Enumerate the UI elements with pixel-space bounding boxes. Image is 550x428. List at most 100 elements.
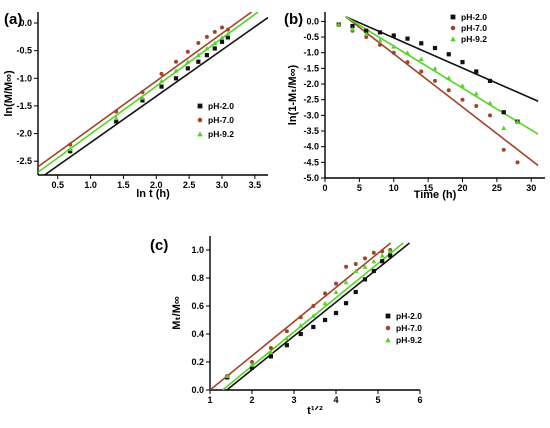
panel-b-y-axis-title: ln(1-Mₜ/M∞) (287, 64, 299, 125)
panel-c-x-tick-label: 1 (207, 395, 212, 405)
panel-b-data-point (515, 119, 520, 124)
panel-a-label: (a) (4, 11, 22, 28)
panel-b-x-axis-title: Time (h) (414, 189, 457, 201)
panel-c-data-point (311, 324, 316, 330)
panel-c-data-point (371, 250, 376, 255)
panel-a-data-point (196, 59, 201, 64)
panel-b-y-tick-label: 0.0 (306, 16, 319, 26)
panel-b-data-point (474, 69, 479, 74)
panel-b-data-point (501, 110, 506, 115)
panel-a-data-point (159, 71, 164, 76)
panel-b-x-tick-label: 10 (389, 183, 399, 193)
panel-c-x-tick-label: 4 (333, 395, 338, 405)
panel-b-y-tick-label: -4.5 (303, 157, 319, 167)
panel-b-data-point (405, 36, 410, 41)
panel-c-data-point (249, 362, 255, 367)
panel-c-data-point (268, 354, 273, 359)
panel-c-legend-label: pH-9.2 (396, 335, 422, 345)
panel-c-data-point (310, 313, 316, 318)
panel-a-data-point (219, 35, 225, 40)
panel-c-data-point (362, 256, 367, 261)
panel-b-data-point (377, 30, 383, 35)
panel-b-y-tick-label: -1.5 (303, 63, 319, 73)
panel-b-y-tick-label: -4.0 (303, 142, 319, 152)
panel-c-data-point (379, 253, 385, 258)
panel-c-data-point (344, 264, 349, 269)
panel-c-x-tick-label: 3 (291, 395, 296, 405)
panel-c-data-point (388, 253, 393, 258)
panel-b-data-point (487, 78, 493, 84)
panel-a-data-point (212, 46, 217, 51)
panel-b-data-point (446, 75, 452, 80)
panel-b-data-point (350, 23, 355, 29)
panel-c-data-point (353, 289, 358, 295)
panel-b-data-point (350, 26, 355, 32)
panel-a-data-point (114, 119, 119, 124)
panel-b-legend-label: pH-7.0 (461, 23, 487, 33)
panel-a-legend-label: pH-7.0 (208, 115, 234, 125)
panel-a-x-tick-label: 1.5 (117, 180, 130, 190)
panel-b-data-point (501, 147, 506, 152)
panel-c-legend-marker (385, 325, 391, 331)
panel-c-data-point (268, 346, 273, 350)
panel-a-data-point (113, 115, 119, 121)
panel-b-data-point (363, 31, 369, 36)
panel-c-data-point (380, 259, 385, 264)
panel-b-legend: pH-2.0pH-7.0pH-9.2 (450, 12, 487, 44)
panel-a-data-point (140, 90, 145, 95)
panel-b-data-point (405, 60, 410, 65)
panel-a-data-point (195, 52, 201, 58)
panel-c-data-point (249, 365, 255, 370)
panel-b-fit-line-ph-9.2 (345, 16, 539, 135)
panel-a-data-point (159, 78, 164, 84)
panel-b-data-point (336, 22, 342, 27)
panel-a-data-point (225, 35, 231, 40)
panel-c-data-point (298, 323, 304, 328)
panel-c-plot-area (210, 242, 411, 390)
panel-c-data-point (362, 277, 368, 282)
panel-a-x-tick-label: 0.5 (51, 180, 64, 190)
panel-b-data-point (501, 125, 507, 130)
panel-c-data-point (371, 268, 376, 274)
panel-c-data-point (298, 331, 303, 337)
panel-c-y-tick-label: 0.6 (191, 301, 204, 311)
panel-b-legend-marker (450, 14, 456, 20)
panel-a-plot-area (38, 12, 268, 175)
panel-c-data-point (333, 289, 339, 295)
panel-c-data-point (380, 249, 385, 254)
panel-a-fit-line-ph-7.0 (38, 12, 253, 168)
panel-a-data-point (185, 49, 190, 54)
panel-c-data-point (284, 343, 289, 348)
panel-c-data-point (268, 349, 274, 355)
panel-a-data-point (68, 142, 73, 147)
panel-a-x-tick-label: 2.5 (183, 180, 196, 190)
panel-c-legend-label: pH-7.0 (396, 323, 422, 333)
panel-a-data-point (185, 66, 190, 71)
panel-c-data-point (387, 248, 393, 254)
panel-b-data-point (378, 42, 382, 47)
panel-a-data-point (159, 84, 164, 89)
panel-a-data-point (204, 46, 210, 51)
panel-a-legend-label: pH-9.2 (208, 129, 234, 139)
panel-c-data-point (353, 262, 358, 266)
panel-c-x-axis-title: t¹ᐟ² (307, 405, 323, 417)
panel-a-data-point (204, 52, 209, 58)
panel-b-legend-label: pH-2.0 (461, 12, 487, 22)
panel-c-fit-line-ph-2.0 (226, 242, 411, 390)
panel-c-data-point (322, 300, 328, 306)
panel-c-data-point (353, 268, 359, 274)
panel-a-data-point (204, 34, 209, 39)
panel-a-y-axis-title: ln(M/M∞) (3, 70, 15, 117)
panel-c-x-tick-label: 2 (249, 395, 254, 405)
panel-b-data-point (419, 69, 424, 74)
panel-a-data-point (173, 68, 179, 73)
panel-b-data-point (460, 60, 465, 65)
panel-a-data-point (173, 76, 179, 81)
panel-c-data-point (371, 258, 377, 264)
panel-a-x-tick-label: 3.5 (249, 180, 262, 190)
panel-b-y-tick-label: -5.0 (303, 173, 319, 183)
panel-c-y-tick-label: 0.2 (191, 357, 204, 367)
panel-b-y-tick-label: -2.5 (303, 95, 319, 105)
panel-c-data-point (284, 335, 290, 341)
panel-a-x-axis-title: ln t (h) (136, 188, 170, 200)
